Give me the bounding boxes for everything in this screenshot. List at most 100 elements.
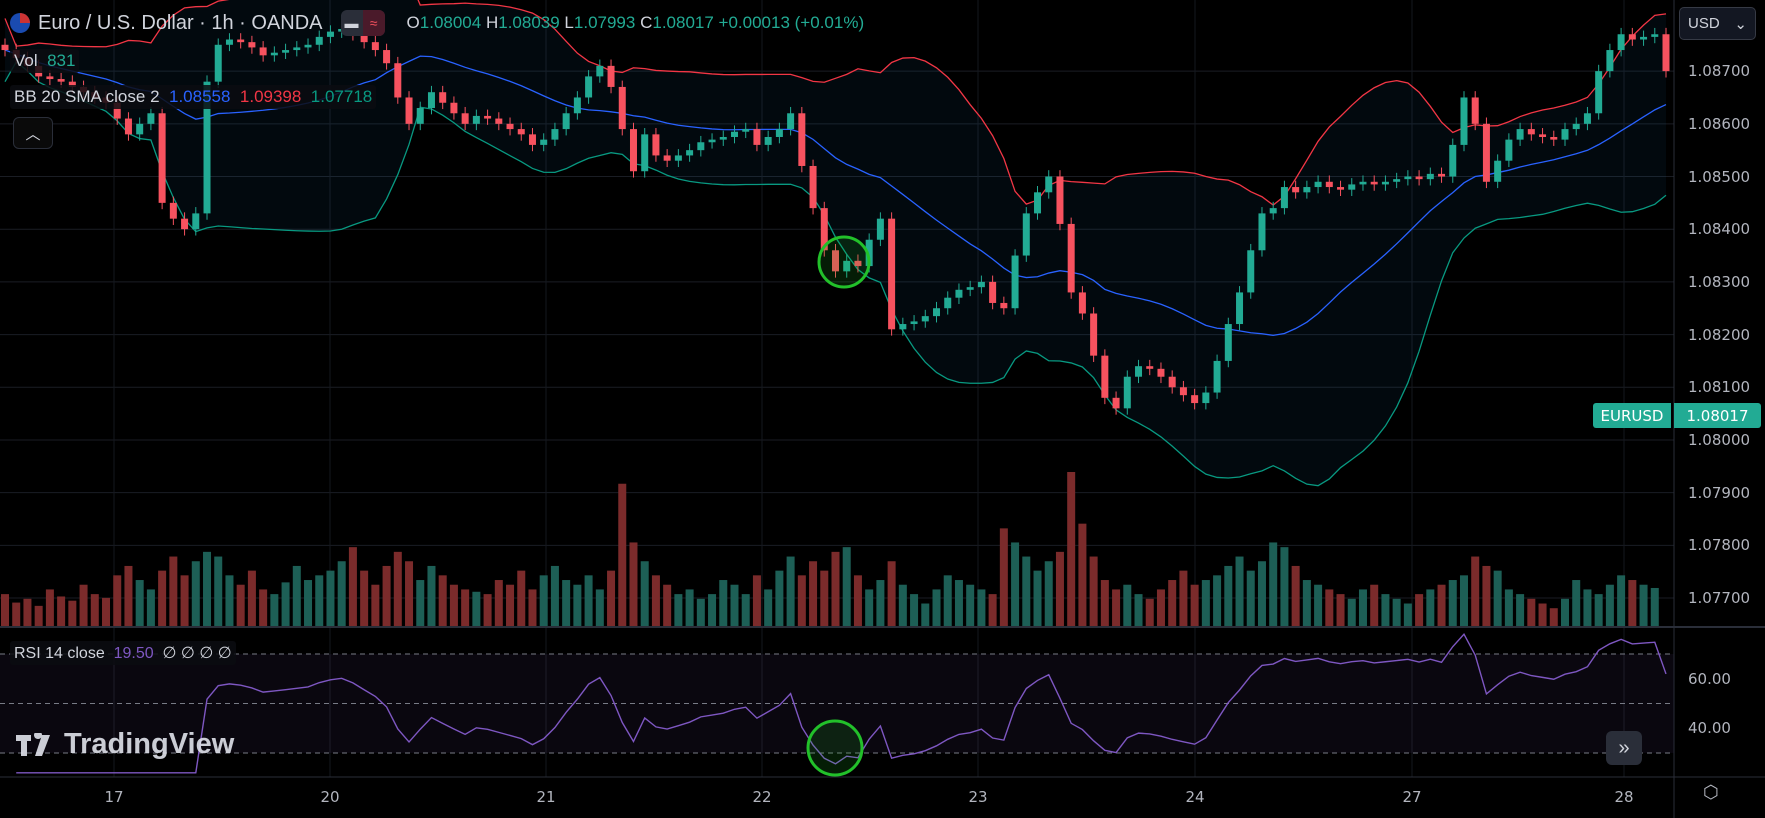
candle-body — [618, 86, 626, 130]
volume-bar — [1628, 580, 1637, 627]
scroll-to-realtime-button[interactable]: » — [1606, 731, 1642, 765]
visibility-toggle[interactable]: ▬ ≈ — [340, 10, 385, 36]
volume-bar — [1459, 575, 1468, 627]
grid — [0, 0, 1674, 777]
candle-body — [1179, 387, 1187, 396]
time-tick-label: 28 — [1614, 788, 1634, 806]
candle-body — [1236, 292, 1244, 325]
rsi-pane — [0, 632, 1674, 774]
candle-body — [506, 123, 514, 130]
candle-body — [1359, 181, 1367, 185]
ohlc-values: O1.08004 H1.08039 L1.07993 C1.08017 +0.0… — [407, 13, 865, 33]
symbol-title[interactable]: Euro / U.S. Dollar · 1h · OANDA — [38, 11, 323, 34]
volume-bar — [651, 575, 660, 627]
candle-body — [124, 118, 132, 135]
rsi-legend[interactable]: RSI 14 close 19.50 ∅ ∅ ∅ ∅ — [10, 641, 236, 665]
candle-body — [854, 260, 862, 267]
candle-body — [607, 65, 615, 87]
volume-bar — [1123, 584, 1132, 627]
candle-body — [1101, 355, 1109, 398]
volume-bar — [696, 598, 705, 627]
volume-bar — [124, 565, 133, 627]
volume-legend[interactable]: Vol 831 — [10, 49, 80, 73]
eye-dot-icon[interactable]: ▬ — [344, 15, 359, 31]
candle-body — [1415, 176, 1423, 180]
volume-bar — [853, 575, 862, 627]
candle-body — [495, 118, 503, 124]
volume-bar — [1403, 603, 1412, 627]
volume-bar — [1504, 589, 1513, 627]
volume-bar — [1179, 570, 1188, 627]
candle-body — [1146, 366, 1154, 369]
bb-lower-value: 1.07718 — [310, 87, 373, 106]
volume-bar — [618, 483, 627, 627]
candle-body — [1471, 97, 1479, 124]
highlight-circle-rsi — [806, 719, 864, 777]
candle-body — [1067, 223, 1075, 293]
volume-bar — [607, 570, 616, 627]
volume-bar — [158, 570, 167, 627]
volume-bar — [1291, 565, 1300, 627]
volume-bar — [910, 594, 919, 627]
volume-bar — [775, 570, 784, 627]
candle-body — [181, 218, 189, 230]
volume-bar — [169, 556, 178, 627]
volume-bar — [719, 580, 728, 627]
price-tick-label: 1.08500 — [1688, 167, 1751, 186]
candle-body — [427, 92, 435, 109]
bb-basis-value: 1.08558 — [168, 87, 231, 106]
volume-bar — [1302, 580, 1311, 627]
volume-bar — [449, 584, 458, 627]
volume-bar — [741, 594, 750, 627]
candle-body — [259, 47, 267, 56]
candles — [1, 22, 1670, 415]
highlight-circle-price — [817, 235, 871, 289]
bb-legend[interactable]: BB 20 SMA close 2 1.08558 1.09398 1.0771… — [10, 85, 377, 109]
currency-value: USD — [1688, 15, 1720, 32]
price-tick-label: 1.08300 — [1688, 272, 1751, 291]
candle-body — [1135, 366, 1143, 377]
volume-bar — [337, 561, 346, 627]
candle-body — [876, 218, 884, 240]
candle-body — [484, 115, 492, 119]
candle-body — [764, 136, 772, 145]
symbol-legend: Euro / U.S. Dollar · 1h · OANDA ▬ ≈ O1.08… — [10, 10, 864, 36]
candle-body — [371, 42, 379, 51]
candle-body — [719, 136, 727, 140]
candle-body — [1202, 392, 1210, 404]
candle-body — [787, 113, 795, 130]
volume-bar — [270, 594, 279, 627]
volume-bar — [640, 561, 649, 627]
volume-bar — [820, 570, 829, 627]
volume-label: Vol — [14, 51, 38, 70]
candle-body — [1045, 176, 1053, 193]
volume-bar — [764, 589, 773, 627]
volume-bar — [1314, 584, 1323, 627]
time-tick-label: 27 — [1402, 788, 1422, 806]
collapse-legend-button[interactable]: ︿ — [13, 117, 53, 149]
open-label: O — [406, 13, 420, 32]
candle-body — [1438, 173, 1446, 177]
volume-bar — [1190, 584, 1199, 627]
volume-bar — [371, 584, 380, 627]
volume-bar — [528, 589, 537, 627]
volume-bar — [517, 570, 526, 627]
chart-settings-button[interactable]: ⬡ — [1703, 782, 1719, 803]
volume-bar — [954, 580, 963, 627]
volume-bar — [1594, 594, 1603, 627]
volume-bar — [1246, 570, 1255, 627]
change-value: +0.00013 (+0.01%) — [718, 13, 865, 32]
wave-icon[interactable]: ≈ — [362, 10, 385, 36]
candle-body — [1460, 97, 1468, 145]
volume-bar — [1168, 580, 1177, 627]
candle-body — [989, 281, 997, 303]
time-tick-label: 21 — [536, 788, 556, 806]
candle-body — [136, 123, 144, 135]
volume-bar — [663, 584, 672, 627]
candle-body — [1325, 181, 1333, 188]
tradingview-logo[interactable]: TradingView — [16, 728, 234, 761]
price-tick-label: 1.07800 — [1688, 536, 1751, 555]
currency-dropdown[interactable]: USD ⌄ — [1679, 7, 1756, 40]
candle-body — [1539, 134, 1547, 137]
